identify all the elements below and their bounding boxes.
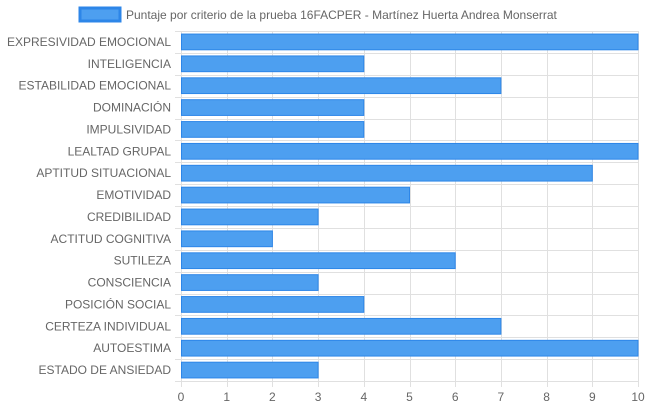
x-tick-label: 8	[543, 390, 550, 404]
category-label: LEALTAD GRUPAL	[68, 144, 172, 158]
bar[interactable]	[181, 274, 319, 291]
x-tick-label: 3	[315, 390, 322, 404]
x-tick-label: 1	[223, 390, 230, 404]
category-label: EMOTIVIDAD	[96, 188, 171, 202]
category-label: ESTADO DE ANSIEDAD	[39, 363, 172, 377]
category-label: ACTITUD COGNITIVA	[51, 232, 171, 246]
x-tick-label: 4	[360, 390, 367, 404]
bar[interactable]	[181, 339, 639, 357]
bar[interactable]	[181, 186, 410, 204]
bar[interactable]	[181, 77, 502, 95]
bar[interactable]	[181, 55, 365, 73]
legend[interactable]: Puntaje por criterio de la prueba 16FACP…	[78, 6, 558, 23]
bar[interactable]	[181, 230, 273, 248]
category-label: DOMINACIÓN	[93, 100, 171, 115]
x-tick-label: 7	[498, 390, 505, 404]
category-label: CERTEZA INDIVIDUAL	[45, 319, 171, 333]
bar[interactable]	[181, 317, 502, 335]
x-tick-label: 6	[452, 390, 459, 404]
category-label: POSICIÓN SOCIAL	[65, 296, 171, 311]
bar[interactable]	[181, 33, 639, 51]
category-label: ESTABILIDAD EMOCIONAL	[19, 79, 172, 93]
x-tick-label: 10	[631, 390, 645, 404]
category-label: INTELIGENCIA	[88, 57, 171, 71]
bar[interactable]	[181, 99, 365, 116]
category-label: SUTILEZA	[114, 254, 171, 268]
bar[interactable]	[181, 296, 365, 313]
category-label: CREDIBILIDAD	[87, 210, 171, 224]
category-label: IMPULSIVIDAD	[86, 122, 171, 136]
category-label: AUTOESTIMA	[93, 341, 171, 355]
bar[interactable]	[181, 164, 593, 182]
bar[interactable]	[181, 361, 319, 379]
category-label: CONSCIENCIA	[88, 276, 171, 290]
category-label: APTITUD SITUACIONAL	[36, 166, 171, 180]
bars	[181, 33, 639, 379]
category-labels: EXPRESIVIDAD EMOCIONAL INTELIGENCIA ESTABI…	[7, 35, 171, 377]
x-tick-label: 5	[406, 390, 413, 404]
bar[interactable]	[181, 142, 639, 160]
bar[interactable]	[181, 208, 319, 226]
x-tick-label: 9	[589, 390, 596, 404]
x-tick-label: 0	[178, 390, 185, 404]
x-tick-label: 2	[269, 390, 276, 404]
x-axis-ticks: 0 1 2 3 4 5 6 7 8 9 10	[178, 390, 645, 404]
bar[interactable]	[181, 252, 456, 270]
legend-label: Puntaje por criterio de la prueba 16FACP…	[126, 8, 558, 22]
category-label: EXPRESIVIDAD EMOCIONAL	[7, 35, 171, 49]
legend-swatch	[78, 6, 122, 23]
bar[interactable]	[181, 121, 365, 138]
